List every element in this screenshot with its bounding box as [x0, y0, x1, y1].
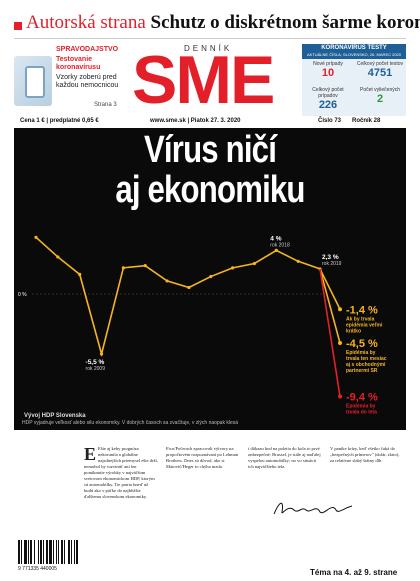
corona-cell-total: Celkový počet prípadov 226 [312, 87, 344, 111]
gdp-point-0 [34, 235, 38, 239]
gdp-point-12 [296, 259, 300, 263]
article-col-2: Fico/Počerach zpracovali výtvory na prop… [166, 446, 239, 469]
scenario-label-1-1: trvala ten mesiac [346, 356, 387, 362]
annotation-value-1: 4 % [270, 235, 281, 242]
promo-box[interactable]: SPRAVODAJSTVO Testovanie koronavírusu Vz… [14, 46, 126, 112]
zero-label: 0 % [18, 292, 27, 298]
corona-cell-new: Nové prípady 10 [313, 61, 343, 79]
gdp-point-7 [187, 285, 191, 290]
scenario-value-2: -9,4 % [346, 391, 378, 403]
barcode-icon [18, 540, 78, 564]
scenario-label-0-2: krátko [346, 328, 361, 334]
scenario-dot-2 [338, 394, 342, 399]
article-col-3: i dôkazu bod na poletia do kola to prvé … [248, 446, 321, 469]
banner-section: Autorská strana [26, 12, 146, 33]
scenario-dot-1 [338, 341, 342, 346]
gdp-point-11 [274, 248, 278, 252]
scenario-line-1 [319, 268, 341, 344]
banner-headline: Schutz o diskrétnom šarme korony [150, 12, 420, 33]
chart-caption: HDP vyjadruje veľkosť alebo silu ekonomi… [22, 420, 239, 426]
scenario-label-0-0: Ak by trvala [346, 316, 375, 322]
cover-story[interactable]: 0 % -5,5 % rok 2009 4 % rok 2018 2,3 % rok 201… [14, 128, 406, 430]
banner-marker [14, 22, 22, 30]
scenario-value-1: -4,5 % [346, 338, 378, 350]
theme-pages-label[interactable]: Téma na 4. až 9. strane [310, 568, 398, 577]
price-label: Cena 1 € | predplatné 0,65 € [20, 118, 99, 124]
phone-icon [14, 56, 52, 106]
top-banner[interactable]: Autorská strana Schutz o diskrétnom šarm… [0, 0, 420, 40]
gdp-point-1 [56, 255, 60, 259]
issue-year: Ročník 28 [352, 118, 381, 124]
scenario-label-1-0: Epidémia by [346, 350, 376, 356]
gdp-chart: 0 % -5,5 %rok 2009 4 %rok 2018 2,3 %rok 201… [18, 235, 387, 415]
annotation-year-1: rok 2018 [270, 242, 290, 248]
corona-stats-box: KORONAVÍRUS TESTY AKTUÁLNE ČÍSLA, SLOVEN… [302, 44, 406, 116]
masthead-denik: DENNÍK [184, 44, 233, 53]
gdp-point-2 [78, 272, 82, 276]
issue-info-line: Cena 1 € | predplatné 0,65 € www.sme.sk … [0, 116, 420, 128]
issue-number: Číslo 73 [318, 118, 342, 124]
barcode-number: 9 771335 440005 [18, 566, 57, 572]
annotation-value-2: 2,3 % [322, 254, 339, 261]
editorial-article: E Ešte aj keby prognóza nekorunila a glob… [84, 444, 406, 526]
promo-tag: SPRAVODAJSTVO [56, 46, 119, 53]
chart-title: Vývoj HDP Slovenska [24, 413, 86, 419]
annotation-year-2: rok 2019 [322, 261, 342, 267]
promo-page: Strana 3 [94, 102, 117, 108]
scenario-dot-0 [338, 307, 342, 312]
scenario-label-2-1: trvala do leta [346, 409, 377, 415]
divider [14, 38, 406, 39]
scenario-label-1-3: partnermi SR [346, 368, 378, 374]
corona-title: KORONAVÍRUS TESTY [321, 45, 387, 51]
site-date-label[interactable]: www.sme.sk | Piatok 27. 3. 2020 [150, 118, 241, 124]
dropcap: E [84, 444, 97, 464]
gdp-point-9 [231, 266, 235, 270]
annotation-value-0: -5,5 % [86, 359, 105, 366]
corona-cell-recovered: Počet vyliečených 2 [359, 87, 401, 105]
annotation-year-0: rok 2009 [86, 366, 106, 372]
cover-headline: Vírus ničí aj ekonomiku [115, 129, 305, 211]
promo-headline: Testovanie koronavírusu [56, 56, 101, 71]
gdp-point-3 [99, 352, 104, 356]
masthead[interactable]: DENNÍK SME [128, 42, 298, 118]
gdp-point-6 [165, 279, 169, 283]
article-col-1: E Ešte aj keby prognóza nekorunila a glob… [84, 444, 158, 499]
corona-cell-tests: Celkový počet testov 4751 [356, 61, 404, 79]
scenario-label-1-2: aj s obchodnými [346, 362, 386, 368]
scenario-line-2 [319, 268, 341, 397]
gdp-point-8 [209, 274, 213, 279]
corona-subtitle: AKTUÁLNE ČÍSLA, SLOVENSKO, 26. MAREC 202… [306, 52, 402, 57]
gdp-point-5 [143, 264, 147, 268]
article-col-4: V panike krízy, keď všetko čaká do „bezp… [330, 446, 400, 463]
promo-desc: Vzorky zoberú pred každou nemocnicou [56, 74, 119, 89]
barcode: 9 771335 440005 [18, 540, 98, 572]
scenario-line-0 [319, 268, 341, 310]
sme-logo: SME [132, 42, 275, 118]
gdp-point-4 [121, 266, 125, 270]
gdp-line [35, 236, 321, 358]
gdp-point-10 [252, 261, 257, 266]
scenario-label-0-1: epidémia veľmi [346, 322, 383, 328]
author-signature-icon [273, 502, 353, 515]
scenario-value-0: -1,4 % [346, 304, 378, 316]
scenario-label-2-0: Epidémia by [346, 403, 376, 409]
